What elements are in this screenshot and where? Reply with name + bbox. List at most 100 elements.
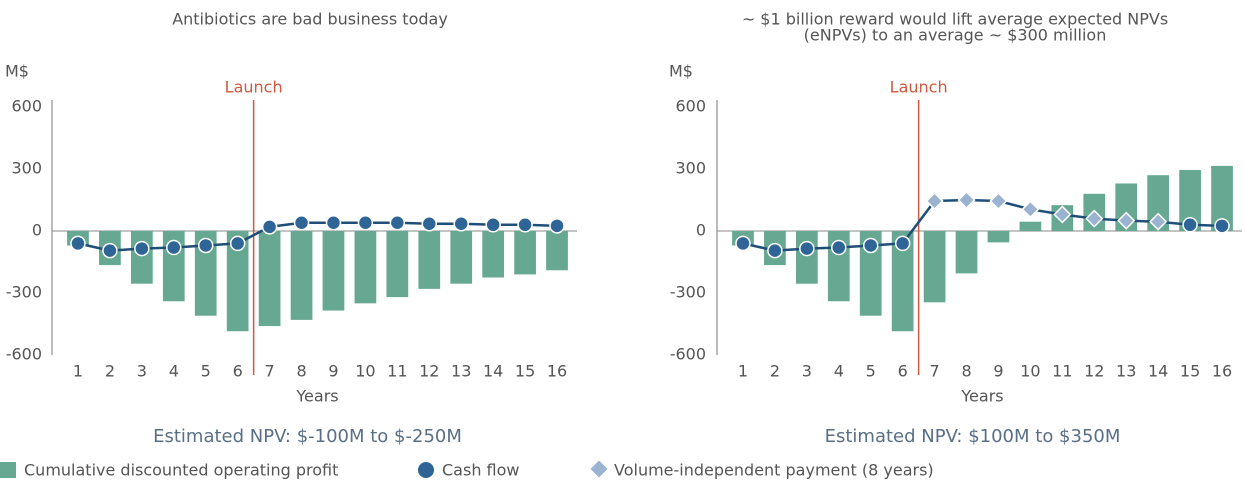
x-tick-label: 13 [1116,362,1136,381]
line-marker [862,237,879,254]
line-marker [549,218,565,234]
launch-label: Launch [890,78,948,97]
bar [514,231,536,275]
x-tick-label: 9 [328,362,338,381]
line-marker [894,235,911,252]
chart-title: ~ $1 billion reward would lift average e… [742,10,1168,29]
x-tick-label: 10 [355,362,375,381]
x-tick-label: 8 [961,362,971,381]
x-tick-label: 5 [201,362,211,381]
chart-title: Antibiotics are bad business today [172,10,448,29]
line-marker [134,240,150,257]
diamond-marker [957,190,976,210]
y-tick-label: 300 [675,159,706,178]
y-tick-label: 300 [11,159,42,178]
bar [290,231,313,320]
bar [354,231,377,304]
line [77,221,558,252]
bar [258,231,281,327]
y-tick-label: 0 [696,221,706,240]
y-tick-label: -300 [670,283,706,302]
bar [386,231,409,298]
legend-swatch [590,460,608,478]
legend-label: Cumulative discounted operating profit [24,461,338,480]
x-tick-label: 16 [547,362,567,381]
line-marker [229,235,246,252]
line-marker [357,214,374,231]
diamond-marker [1149,212,1168,231]
y-axis-label: M$ [5,62,29,81]
bar [1211,165,1233,231]
line-marker [831,239,847,256]
x-tick-label: 12 [419,362,439,381]
x-tick-label: 11 [1052,362,1072,381]
chart-title: (eNPVs) to an average ~ $300 million [804,26,1107,45]
y-tick-label: -600 [6,345,42,364]
x-axis-label: Years [295,387,338,406]
bar [194,231,217,316]
line-marker [1214,218,1230,234]
x-tick-label: 6 [233,362,243,381]
bar [322,231,345,311]
diamond-marker [1053,205,1072,224]
x-tick-label: 15 [515,362,535,381]
line-marker [799,240,815,257]
line-marker [102,242,118,259]
legend: Cumulative discounted operating profit C… [0,461,934,480]
bar [1147,175,1170,231]
bar [923,231,946,303]
x-tick-label: 3 [137,362,147,381]
legend-swatch [418,462,434,478]
x-tick-label: 7 [265,362,275,381]
bar [859,231,882,316]
diamond-marker [925,191,944,211]
diamond-marker [1085,209,1104,228]
y-tick-label: 600 [11,97,42,116]
bar [546,231,568,271]
bar [226,231,249,332]
x-tick-label: 6 [898,362,908,381]
y-tick-label: -600 [670,345,706,364]
bar [130,231,153,284]
line-marker [389,214,406,231]
line-marker [767,242,783,259]
x-tick-label: 15 [1180,362,1200,381]
bar [1179,170,1201,231]
x-tick-label: 3 [802,362,812,381]
line [742,198,1223,252]
y-tick-label: 600 [675,97,706,116]
x-tick-label: 9 [993,362,1003,381]
bar [987,231,1010,243]
bar [418,231,441,289]
x-tick-label: 4 [169,362,179,381]
line-marker [421,216,438,232]
x-tick-label: 10 [1020,362,1040,381]
line-marker [293,214,310,231]
x-tick-label: 16 [1212,362,1232,381]
chart-subtitle: Estimated NPV: $-100M to $-250M [153,426,462,447]
bar [482,231,505,278]
x-tick-label: 2 [770,362,780,381]
y-tick-label: -300 [6,283,42,302]
line-marker [485,217,501,233]
bar [955,231,978,274]
x-tick-label: 8 [296,362,306,381]
x-tick-label: 11 [387,362,407,381]
line-marker [197,237,214,254]
x-tick-label: 14 [1148,362,1168,381]
diamond-marker [1021,200,1040,219]
x-tick-label: 1 [738,362,748,381]
line-marker [70,235,86,252]
x-axis-label: Years [960,387,1003,406]
bar [450,231,473,284]
bar [1019,221,1042,231]
x-tick-label: 7 [930,362,940,381]
line-marker [166,239,182,256]
line-marker [261,219,278,235]
x-tick-label: 14 [483,362,503,381]
x-tick-label: 4 [834,362,844,381]
line-marker [453,216,469,232]
x-tick-label: 1 [73,362,83,381]
x-tick-label: 12 [1084,362,1104,381]
